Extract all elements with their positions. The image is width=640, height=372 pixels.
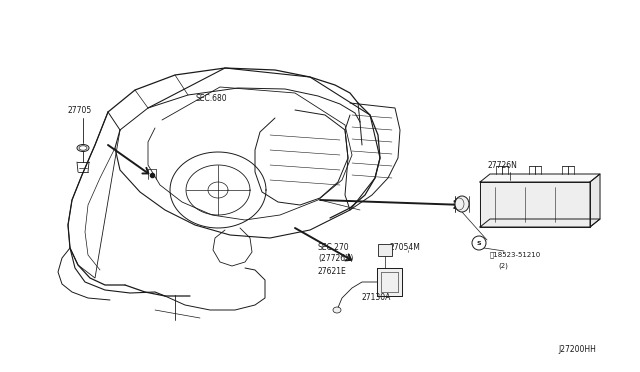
Text: SEC.270: SEC.270: [318, 243, 349, 251]
FancyBboxPatch shape: [378, 244, 392, 256]
Circle shape: [472, 236, 486, 250]
Text: 27726N: 27726N: [488, 160, 518, 170]
Ellipse shape: [455, 196, 469, 212]
Polygon shape: [480, 219, 600, 227]
Ellipse shape: [333, 307, 341, 313]
Text: (27726X): (27726X): [318, 253, 353, 263]
Text: SEC.680: SEC.680: [195, 93, 227, 103]
Ellipse shape: [79, 146, 87, 150]
Text: 27054M: 27054M: [390, 243, 421, 251]
Polygon shape: [590, 174, 600, 227]
Text: Ⓜ18523-51210: Ⓜ18523-51210: [490, 252, 541, 258]
Text: 27130A: 27130A: [362, 294, 392, 302]
Text: 27705: 27705: [68, 106, 92, 115]
Ellipse shape: [77, 144, 89, 151]
Text: (2): (2): [498, 263, 508, 269]
Polygon shape: [480, 174, 600, 182]
Polygon shape: [377, 268, 402, 296]
Text: J27200HH: J27200HH: [558, 346, 596, 355]
Polygon shape: [480, 182, 590, 227]
Text: 27621E: 27621E: [318, 267, 347, 276]
Text: S: S: [477, 241, 481, 246]
